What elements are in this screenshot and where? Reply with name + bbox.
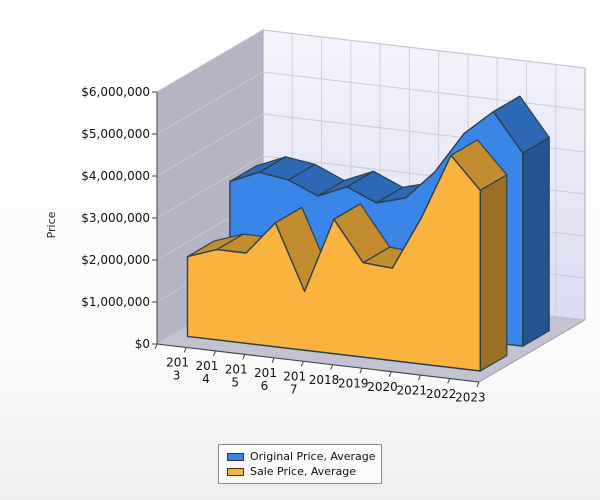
y-tick-label: $3,000,000	[81, 211, 150, 225]
x-tick-mark	[388, 371, 392, 377]
x-tick-label: 201 5	[225, 363, 248, 390]
x-tick-label: 2021	[397, 383, 428, 397]
legend-swatch-original-price	[227, 452, 244, 461]
x-axis	[156, 343, 480, 383]
series-end-cap	[479, 173, 508, 373]
gridline-horizontal	[156, 71, 586, 135]
y-tick-label: $1,000,000	[81, 295, 150, 309]
x-tick-label-line: 2019	[338, 376, 369, 390]
y-tick-label: $4,000,000	[81, 169, 150, 183]
x-tick-label: 2022	[426, 387, 457, 401]
x-tick-label-line: 201	[254, 366, 277, 380]
x-tick-mark	[300, 361, 304, 367]
x-tick-label: 201 4	[195, 359, 218, 386]
x-tick-mark	[213, 350, 217, 357]
series-1	[186, 139, 508, 373]
x-tick-label: 2019	[338, 376, 369, 390]
x-tick-label: 2020	[367, 380, 398, 394]
x-tick-mark	[330, 364, 334, 370]
x-tick-label-line: 7	[290, 383, 298, 397]
legend-item-sale-price: Sale Price, Average	[227, 464, 381, 479]
y-tick-label: $6,000,000	[81, 85, 150, 99]
x-tick-mark	[183, 347, 187, 353]
series-end-cap	[522, 136, 550, 348]
legend-label-original-price: Original Price, Average	[250, 450, 376, 463]
x-tick-label: 201 6	[254, 366, 277, 393]
x-tick-label: 2018	[309, 373, 340, 387]
x-tick-label-line: 201	[225, 363, 248, 377]
x-tick-label-line: 5	[231, 376, 239, 390]
legend-label-sale-price: Sale Price, Average	[250, 465, 357, 478]
y-tick-label: $5,000,000	[81, 127, 150, 141]
x-tick-label-line: 2018	[309, 373, 340, 387]
x-tick-label-line: 4	[202, 372, 210, 386]
x-tick-label: 201 3	[166, 356, 189, 383]
legend-swatch-sale-price	[227, 467, 244, 476]
gridline-horizontal	[156, 29, 586, 93]
x-tick-mark	[359, 367, 363, 374]
x-tick-mark	[271, 357, 275, 364]
x-tick-label-line: 201	[166, 356, 189, 370]
x-tick-mark	[447, 378, 451, 384]
legend: Original Price, Average Sale Price, Aver…	[218, 444, 382, 484]
x-tick-label: 2023	[455, 390, 486, 404]
x-tick-mark	[242, 354, 246, 360]
x-tick-label-line: 6	[261, 379, 269, 393]
x-tick-mark	[417, 374, 421, 381]
y-axis-title: Price	[45, 211, 58, 238]
x-tick-mark	[476, 381, 480, 388]
legend-item-original-price: Original Price, Average	[227, 449, 381, 464]
x-tick-mark	[154, 343, 158, 350]
x-tick-label-line: 201	[195, 359, 218, 373]
x-tick-label-line: 2021	[397, 383, 428, 397]
y-tick-label: $0	[135, 337, 150, 351]
x-tick-label-line: 2022	[426, 387, 457, 401]
series-area-front	[186, 154, 481, 372]
x-tick-label-line: 2023	[455, 390, 486, 404]
x-tick-label-line: 2020	[367, 380, 398, 394]
y-tick-label: $2,000,000	[81, 253, 150, 267]
x-tick-label: 201 7	[283, 370, 306, 397]
x-tick-label-line: 3	[173, 369, 181, 383]
x-tick-label-line: 201	[283, 370, 306, 384]
